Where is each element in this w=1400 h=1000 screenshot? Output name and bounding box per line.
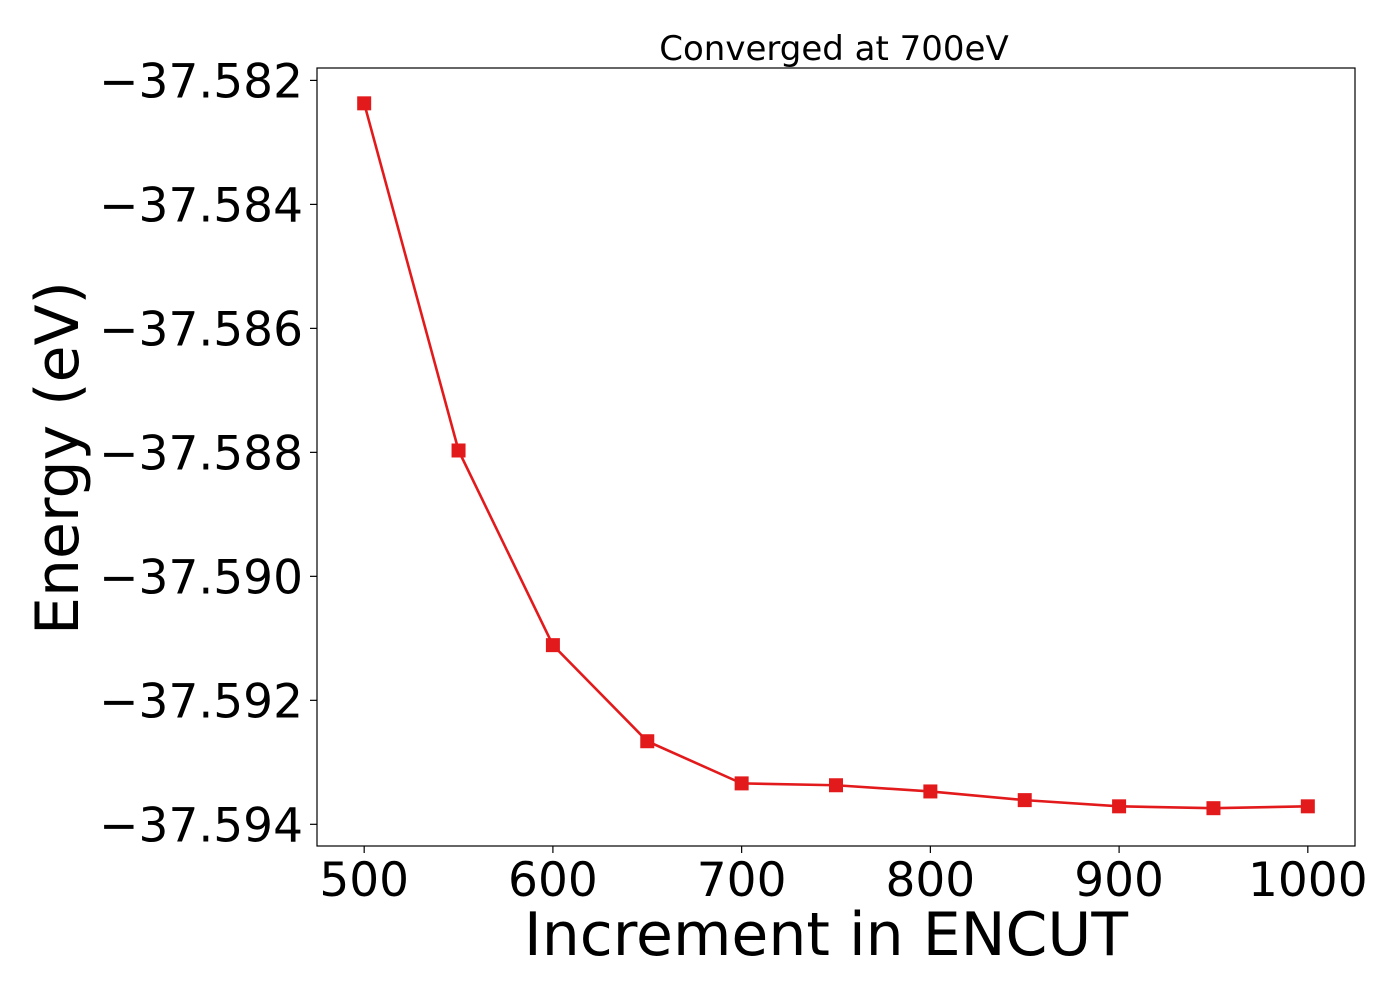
chart-title: Converged at 700eV [659, 29, 1008, 69]
x-tick-label: 1000 [1248, 853, 1368, 908]
y-axis-ticks: −37.582 −37.584 −37.586 −37.588 −37.590 −37.5… [99, 54, 317, 853]
y-tick-label: −37.588 [99, 426, 303, 481]
y-tick-label: −37.584 [99, 178, 303, 233]
data-point [451, 443, 466, 458]
data-point [640, 734, 655, 749]
data-point [734, 776, 749, 791]
data-point [545, 638, 560, 653]
y-tick-label: −37.592 [99, 674, 303, 729]
x-axis-ticks: 500 600 700 800 900 1000 [319, 846, 1368, 908]
data-point [1300, 799, 1315, 814]
y-tick-label: −37.590 [99, 550, 303, 605]
data-point [923, 784, 938, 799]
y-axis-label: Energy (eV) [23, 281, 93, 635]
x-tick-label: 500 [319, 853, 409, 908]
x-axis-label: Increment in ENCUT [524, 900, 1128, 970]
data-point [1206, 801, 1221, 816]
data-point [357, 96, 372, 111]
x-tick-label: 700 [697, 853, 787, 908]
data-point [829, 778, 843, 793]
data-point [1112, 799, 1127, 814]
x-tick-label: 600 [508, 853, 598, 908]
plot-frame [316, 67, 1356, 847]
data-point [1017, 793, 1032, 808]
x-tick-label: 800 [886, 853, 976, 908]
y-tick-label: −37.586 [99, 302, 303, 357]
y-tick-label: −37.582 [99, 54, 303, 109]
series-layer [357, 96, 1315, 816]
x-tick-label: 900 [1074, 853, 1164, 908]
y-tick-label: −37.594 [99, 798, 303, 853]
